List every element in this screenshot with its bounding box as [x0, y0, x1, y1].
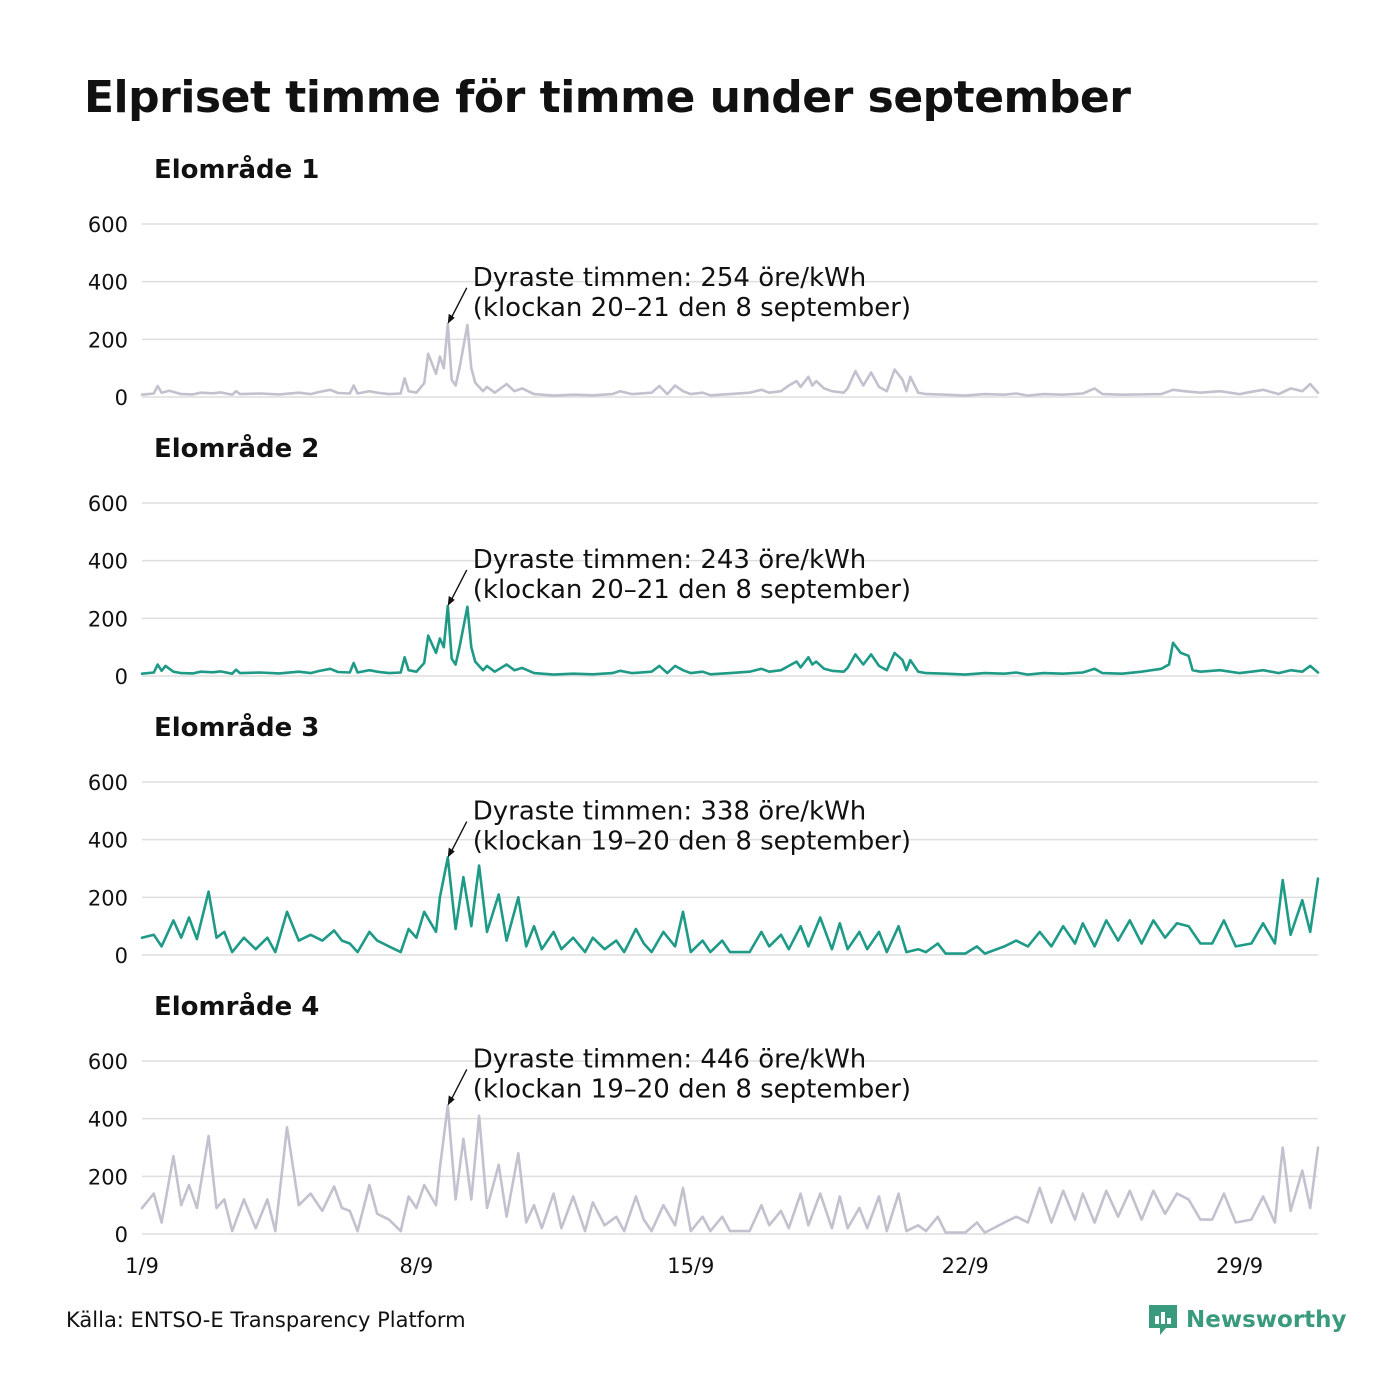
y-tick-label: 0 — [115, 1223, 128, 1247]
y-tick-label: 400 — [88, 1108, 128, 1132]
annotation-line1: Dyraste timmen: 254 öre/kWh — [473, 263, 867, 293]
x-tick-label: 1/9 — [125, 1254, 159, 1278]
y-tick-label: 600 — [88, 771, 128, 795]
y-tick-label: 400 — [88, 271, 128, 295]
newsworthy-logo-icon — [1149, 1305, 1177, 1335]
annotation-arrow — [449, 569, 468, 604]
source-note: Källa: ENTSO-E Transparency Platform — [66, 1308, 466, 1332]
annotation-arrow — [449, 821, 468, 855]
series-line-2 — [140, 604, 1320, 676]
annotation-arrowhead — [447, 313, 455, 324]
annotation-line2: (klockan 19–20 den 8 september) — [473, 1074, 911, 1104]
y-tick-label: 200 — [88, 328, 128, 352]
annotation-line1: Dyraste timmen: 446 öre/kWh — [473, 1044, 867, 1074]
annotation-line2: (klockan 20–21 den 8 september) — [473, 575, 911, 605]
y-tick-label: 400 — [88, 550, 128, 574]
panel-title: Elområde 4 — [154, 990, 319, 1022]
series-line-3 — [140, 856, 1320, 955]
y-tick-label: 200 — [88, 886, 128, 910]
annotation-arrowhead — [447, 847, 455, 858]
annotation-arrowhead — [447, 1095, 455, 1106]
annotation-line2: (klockan 19–20 den 8 september) — [473, 827, 911, 857]
brand-logo: Newsworthy — [1146, 1302, 1347, 1338]
annotation-line1: Dyraste timmen: 243 öre/kWh — [473, 545, 867, 575]
annotation-arrow — [449, 1069, 468, 1103]
x-tick-label: 15/9 — [667, 1254, 714, 1278]
panel-title: Elområde 2 — [154, 432, 319, 464]
y-tick-label: 600 — [88, 1050, 128, 1074]
x-tick-label: 22/9 — [942, 1254, 989, 1278]
y-tick-label: 0 — [115, 665, 128, 689]
x-tick-label: 29/9 — [1216, 1254, 1263, 1278]
y-tick-label: 600 — [88, 492, 128, 516]
y-tick-label: 0 — [115, 386, 128, 410]
series-line-1 — [140, 322, 1320, 397]
y-tick-label: 200 — [88, 1165, 128, 1189]
panel-title: Elområde 1 — [154, 153, 319, 185]
x-tick-label: 8/9 — [400, 1254, 434, 1278]
y-tick-label: 400 — [88, 829, 128, 853]
annotation-line1: Dyraste timmen: 338 öre/kWh — [473, 797, 867, 827]
annotation-arrow — [449, 287, 468, 322]
chart-title: Elpriset timme för timme under september — [84, 72, 1131, 123]
y-tick-label: 0 — [115, 944, 128, 968]
y-tick-label: 200 — [88, 607, 128, 631]
brand-name: Newsworthy — [1186, 1307, 1347, 1333]
y-tick-label: 600 — [88, 213, 128, 237]
annotation-line2: (klockan 20–21 den 8 september) — [473, 293, 911, 323]
panel-title: Elområde 3 — [154, 711, 319, 743]
series-line-4 — [140, 1104, 1320, 1234]
annotation-arrowhead — [447, 595, 455, 606]
